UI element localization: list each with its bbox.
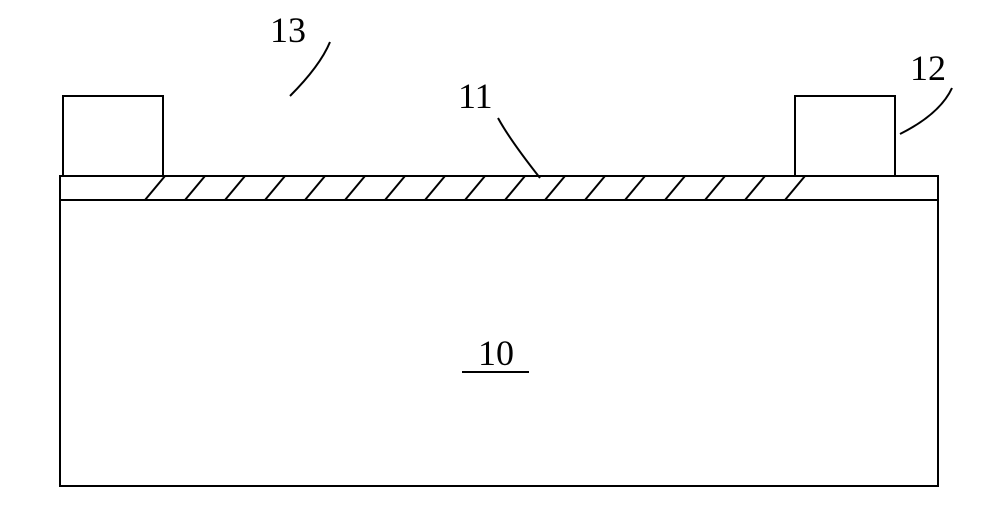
label-13: 13 <box>270 10 306 50</box>
leader-line-11 <box>498 118 540 178</box>
thin-layer <box>60 176 938 200</box>
label-10: 10 <box>478 333 514 373</box>
leader-line-12 <box>900 88 952 134</box>
hatch-pattern <box>145 176 805 200</box>
leader-line-13 <box>290 42 330 96</box>
technical-diagram: 13 11 12 10 <box>0 0 1000 526</box>
label-11: 11 <box>458 76 493 116</box>
right-block <box>795 96 895 176</box>
label-12: 12 <box>910 48 946 88</box>
left-block <box>63 96 163 176</box>
